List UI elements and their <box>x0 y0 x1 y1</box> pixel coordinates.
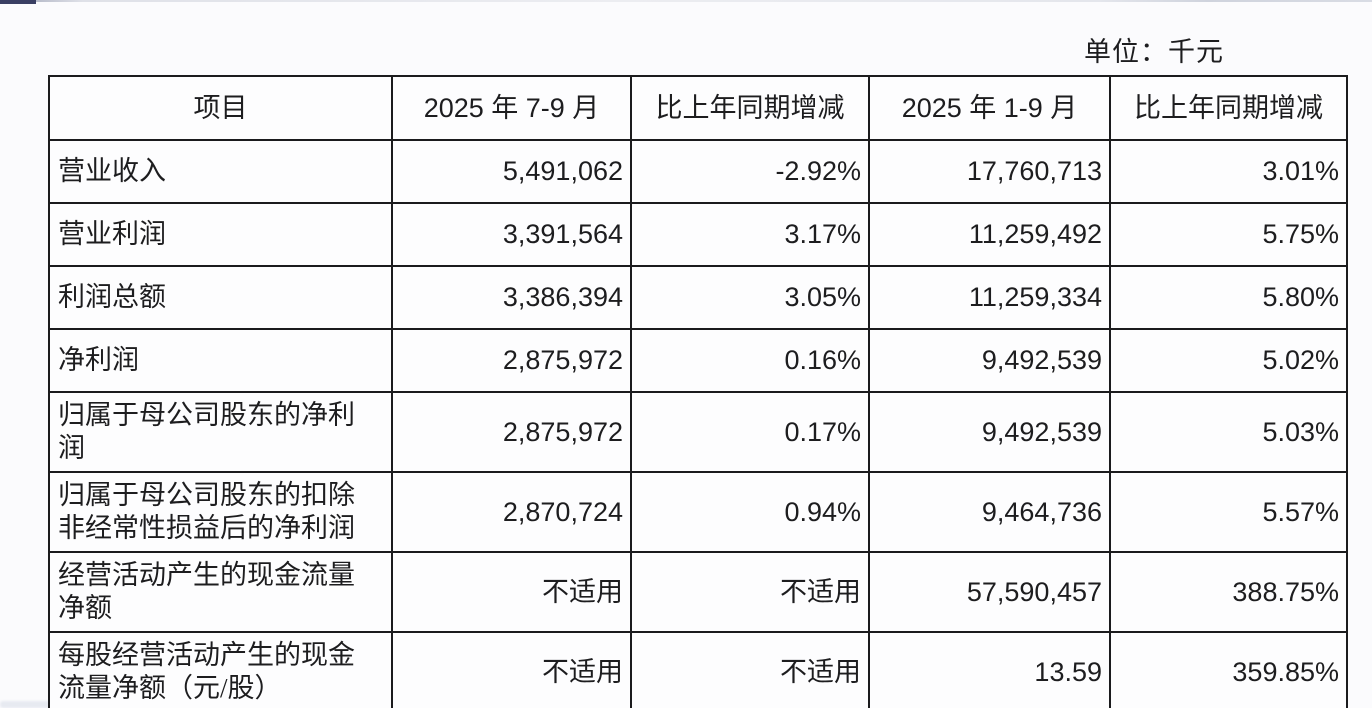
col-header-q3-yoy: 比上年同期增减 <box>630 75 870 141</box>
row-ytd-value: 11,259,334 <box>868 265 1111 330</box>
table-row: 归属于母公司股东的扣除非经常性损益后的净利润 2,870,724 0.94% 9… <box>48 471 1348 553</box>
row-ytd-yoy: 5.02% <box>1109 328 1348 393</box>
row-ytd-value: 13.59 <box>868 631 1111 708</box>
row-item-label: 净利润 <box>48 328 393 393</box>
top-edge-artifact <box>0 0 1372 2</box>
row-ytd-yoy: 5.80% <box>1109 265 1348 330</box>
table-row: 每股经营活动产生的现金流量净额（元/股） 不适用 不适用 13.59 359.8… <box>48 631 1348 708</box>
row-q3-value: 3,391,564 <box>391 202 632 267</box>
row-q3-yoy: 0.16% <box>630 328 870 393</box>
row-q3-yoy: 0.17% <box>630 391 870 473</box>
col-header-ytd-yoy: 比上年同期增减 <box>1109 75 1348 141</box>
table-row: 经营活动产生的现金流量净额 不适用 不适用 57,590,457 388.75% <box>48 551 1348 633</box>
row-q3-value: 不适用 <box>391 551 632 633</box>
row-ytd-value: 57,590,457 <box>868 551 1111 633</box>
row-q3-value: 2,875,972 <box>391 328 632 393</box>
row-item-label: 经营活动产生的现金流量净额 <box>48 551 393 633</box>
row-item-label: 营业利润 <box>48 202 393 267</box>
row-q3-value: 5,491,062 <box>391 139 632 204</box>
row-ytd-value: 11,259,492 <box>868 202 1111 267</box>
row-q3-yoy: 3.05% <box>630 265 870 330</box>
table-row: 利润总额 3,386,394 3.05% 11,259,334 5.80% <box>48 265 1348 330</box>
bottom-left-artifact <box>0 701 70 708</box>
row-item-label: 营业收入 <box>48 139 393 204</box>
row-q3-value: 不适用 <box>391 631 632 708</box>
unit-label: 单位：千元 <box>1084 37 1224 67</box>
col-header-ytd-period: 2025 年 1-9 月 <box>868 75 1111 141</box>
row-item-label: 每股经营活动产生的现金流量净额（元/股） <box>48 631 393 708</box>
table-row: 净利润 2,875,972 0.16% 9,492,539 5.02% <box>48 328 1348 393</box>
row-q3-value: 2,870,724 <box>391 471 632 553</box>
table-row: 营业利润 3,391,564 3.17% 11,259,492 5.75% <box>48 202 1348 267</box>
row-ytd-yoy: 388.75% <box>1109 551 1348 633</box>
corner-artifact <box>0 0 36 4</box>
row-q3-yoy: 不适用 <box>630 631 870 708</box>
row-q3-yoy: 不适用 <box>630 551 870 633</box>
col-header-q3-period: 2025 年 7-9 月 <box>391 75 632 141</box>
row-ytd-value: 9,492,539 <box>868 391 1111 473</box>
financial-summary-table: 项目 2025 年 7-9 月 比上年同期增减 2025 年 1-9 月 比上年… <box>48 75 1348 708</box>
row-item-label: 利润总额 <box>48 265 393 330</box>
row-ytd-value: 17,760,713 <box>868 139 1111 204</box>
row-ytd-yoy: 5.03% <box>1109 391 1348 473</box>
row-q3-yoy: 3.17% <box>630 202 870 267</box>
row-item-label: 归属于母公司股东的净利润 <box>48 391 393 473</box>
col-header-item: 项目 <box>48 75 393 141</box>
table-row: 营业收入 5,491,062 -2.92% 17,760,713 3.01% <box>48 139 1348 204</box>
table-header: 项目 2025 年 7-9 月 比上年同期增减 2025 年 1-9 月 比上年… <box>48 75 1348 141</box>
header-row: 项目 2025 年 7-9 月 比上年同期增减 2025 年 1-9 月 比上年… <box>48 75 1348 141</box>
row-q3-value: 2,875,972 <box>391 391 632 473</box>
table-body: 营业收入 5,491,062 -2.92% 17,760,713 3.01% 营… <box>48 139 1348 708</box>
table-row: 归属于母公司股东的净利润 2,875,972 0.17% 9,492,539 5… <box>48 391 1348 473</box>
row-ytd-yoy: 5.75% <box>1109 202 1348 267</box>
row-q3-value: 3,386,394 <box>391 265 632 330</box>
row-q3-yoy: 0.94% <box>630 471 870 553</box>
row-ytd-value: 9,492,539 <box>868 328 1111 393</box>
row-q3-yoy: -2.92% <box>630 139 870 204</box>
row-item-label: 归属于母公司股东的扣除非经常性损益后的净利润 <box>48 471 393 553</box>
row-ytd-yoy: 5.57% <box>1109 471 1348 553</box>
row-ytd-yoy: 3.01% <box>1109 139 1348 204</box>
row-ytd-yoy: 359.85% <box>1109 631 1348 708</box>
row-ytd-value: 9,464,736 <box>868 471 1111 553</box>
